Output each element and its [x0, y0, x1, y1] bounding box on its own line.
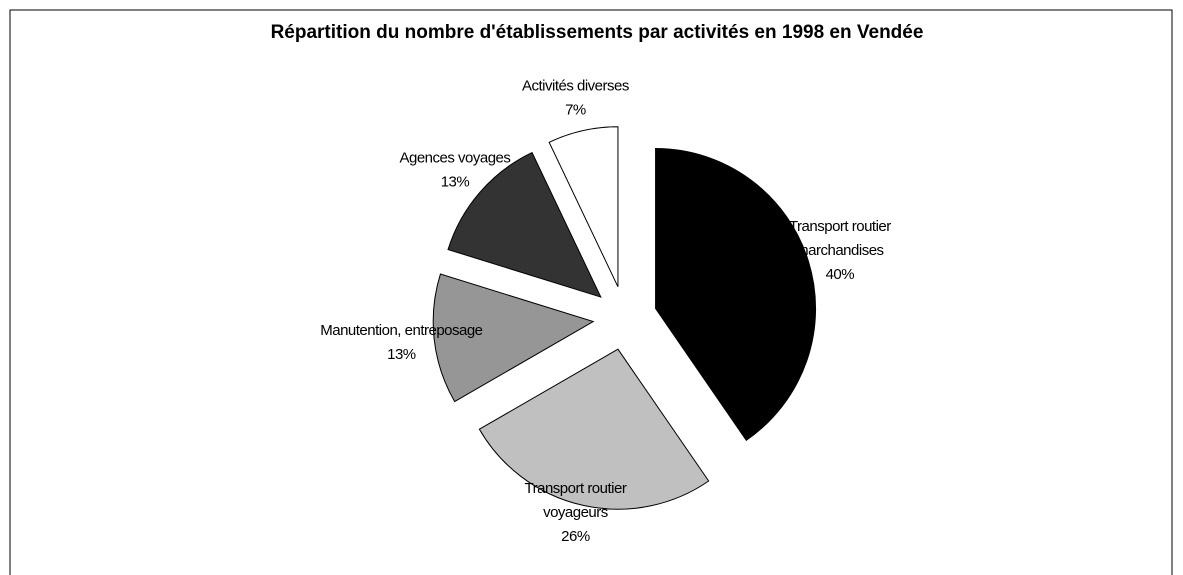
pie-slice — [655, 147, 817, 441]
pie-slice — [548, 126, 619, 288]
pie-slice — [478, 348, 710, 510]
slice-value-label: 13% — [441, 174, 470, 191]
slice-label: Activités diverses — [522, 77, 629, 94]
chart-title: Répartition du nombre d'établissements p… — [271, 22, 924, 43]
slice-value-label: 13% — [387, 346, 416, 363]
slice-label: Transport routier marchandises — [789, 218, 891, 259]
slice-value-label: 26% — [561, 528, 590, 545]
slice-label: Agences voyages — [399, 150, 510, 167]
slice-value-label: 7% — [565, 101, 586, 118]
slice-label: Transport routier voyageurs — [525, 480, 627, 521]
slice-label: Manutention, entreposage — [320, 322, 482, 339]
slice-value-label: 40% — [826, 266, 855, 283]
pie-slice — [447, 151, 602, 298]
pie-slice — [432, 273, 595, 403]
